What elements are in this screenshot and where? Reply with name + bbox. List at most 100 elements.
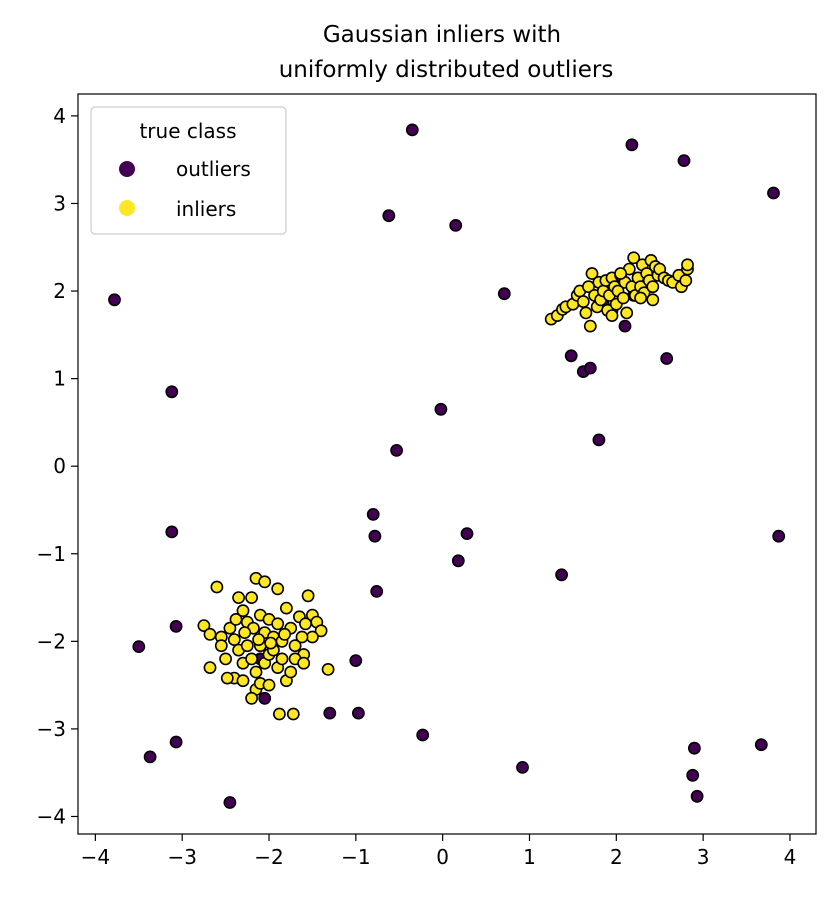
outlier-point — [382, 209, 396, 223]
outlier-point — [351, 706, 365, 720]
legend-label-outliers: outliers — [176, 157, 251, 181]
outlier-point — [555, 568, 568, 582]
inlier-point — [223, 621, 237, 635]
inlier-point — [232, 591, 245, 604]
inlier-point — [616, 291, 630, 305]
x-axis-ticks: −4 −3 −2 −1 0 1 2 3 4 — [81, 834, 796, 869]
inlier-point — [627, 251, 641, 265]
outlier-point — [165, 385, 179, 399]
y-tick-label: −3 — [37, 717, 66, 741]
inlier-point — [286, 707, 300, 721]
inlier-point — [679, 274, 693, 287]
inlier-point — [227, 633, 241, 646]
inlier-point — [245, 691, 258, 705]
inlier-point — [271, 582, 285, 596]
outlier-point — [132, 640, 146, 653]
outlier-point — [686, 768, 700, 782]
outlier-point — [349, 654, 363, 667]
inlier-point — [614, 267, 627, 280]
x-tick-label: −3 — [167, 845, 196, 869]
outlier-point — [368, 529, 382, 543]
inlier-point — [288, 639, 302, 653]
inlier-point — [583, 319, 597, 333]
inlier-point — [271, 617, 285, 631]
inlier-point — [576, 295, 590, 308]
outlier-point — [625, 138, 639, 152]
outlier-point — [690, 789, 704, 803]
inlier-point — [620, 306, 634, 320]
inlier-point — [275, 652, 289, 666]
outlier-point — [258, 691, 272, 705]
outlier-point — [460, 527, 474, 540]
inlier-point — [214, 639, 228, 653]
series-outliers — [108, 123, 786, 809]
outlier-point — [169, 735, 183, 749]
outlier-point — [677, 154, 691, 167]
legend-title: true class — [139, 119, 236, 143]
inlier-point — [646, 293, 660, 307]
outlier-point — [516, 761, 529, 774]
outlier-point — [660, 352, 674, 365]
plot-frame — [77, 93, 817, 835]
outlier-point — [390, 443, 403, 457]
legend: true class outliers inliers — [90, 106, 287, 235]
series-inliers — [197, 251, 694, 721]
outlier-point — [434, 402, 448, 416]
data-points — [108, 123, 786, 809]
inlier-point — [249, 665, 263, 679]
inlier-point — [321, 663, 335, 676]
y-tick-label: −1 — [37, 542, 66, 566]
inlier-point — [238, 626, 252, 639]
inlier-point — [240, 639, 254, 653]
inlier-point — [264, 636, 278, 650]
outlier-point — [592, 433, 606, 447]
y-axis-ticks: −4 −3 −2 −1 0 1 2 3 4 — [37, 104, 78, 828]
inlier-point — [305, 630, 319, 644]
inlier-point — [646, 280, 660, 294]
legend-marker-inliers — [119, 200, 135, 216]
inlier-point — [585, 267, 599, 280]
outlier-point — [323, 706, 337, 720]
outlier-point — [165, 525, 179, 539]
inlier-point — [245, 591, 258, 604]
inlier-point — [284, 665, 298, 679]
x-tick-label: 2 — [610, 845, 623, 869]
inlier-point — [219, 652, 232, 666]
x-tick-label: 1 — [523, 845, 536, 869]
inlier-point — [314, 624, 328, 638]
y-tick-label: −4 — [37, 804, 66, 828]
inlier-point — [258, 575, 272, 589]
outlier-point — [449, 218, 463, 232]
legend-label-inliers: inliers — [176, 197, 236, 221]
inlier-point — [210, 580, 224, 594]
y-tick-label: 0 — [53, 454, 66, 478]
y-tick-label: 3 — [53, 191, 66, 215]
outlier-point — [583, 361, 597, 375]
outlier-point — [772, 529, 786, 543]
inlier-point — [579, 306, 593, 320]
inlier-point — [582, 280, 595, 294]
inlier-point — [197, 619, 211, 632]
x-tick-label: 0 — [436, 845, 449, 869]
inlier-point — [634, 291, 647, 305]
inlier-point — [681, 258, 694, 272]
outlier-point — [143, 750, 157, 764]
inlier-point — [236, 604, 250, 618]
x-tick-label: −4 — [81, 845, 110, 869]
outlier-point — [618, 319, 632, 333]
x-tick-label: 3 — [697, 845, 710, 869]
chart-title-line-1: Gaussian inliers with — [323, 22, 561, 48]
inlier-point — [203, 661, 217, 674]
inlier-point — [203, 627, 217, 641]
inlier-point — [279, 601, 293, 615]
outlier-point — [370, 585, 384, 598]
outlier-point — [223, 796, 237, 809]
outlier-point — [754, 738, 768, 752]
outlier-point — [366, 508, 380, 521]
x-tick-label: −2 — [254, 845, 283, 869]
inlier-point — [295, 630, 309, 644]
outlier-point — [416, 728, 430, 742]
outlier-point — [451, 554, 465, 568]
x-tick-label: −1 — [341, 845, 370, 869]
